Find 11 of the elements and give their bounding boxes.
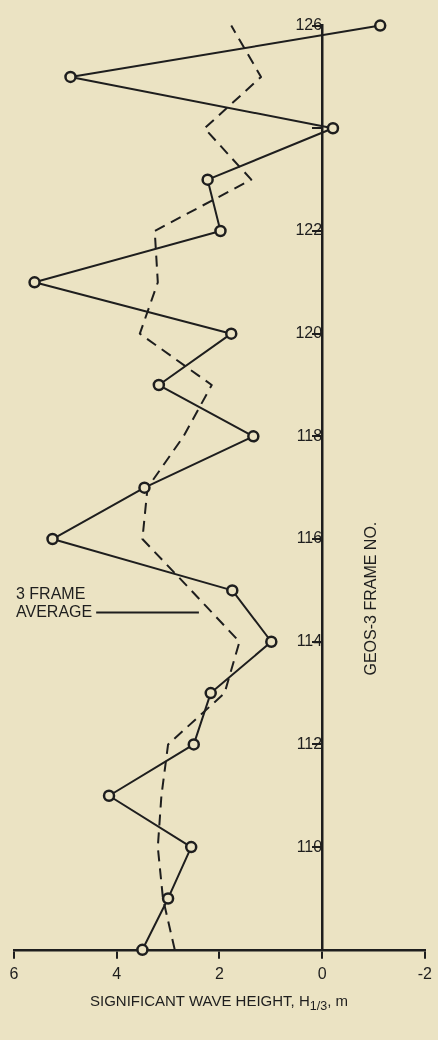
x-tick-label: 4 <box>112 964 122 982</box>
y-tick-label: 122 <box>295 221 323 239</box>
x-tick-label: 6 <box>9 964 19 982</box>
x-axis-title: SIGNIFICANT WAVE HEIGHT, H$_{1/3}$, m <box>89 992 349 1013</box>
x-tick-label: 0 <box>317 964 327 982</box>
y-axis-title: GEOS-3 FRAME NO. <box>361 521 379 676</box>
x-tick-label: 2 <box>214 964 224 982</box>
annotation: 3 FRAME AVERAGE <box>16 584 93 620</box>
x-tick-label: -2 <box>417 964 433 982</box>
y-tick-label: 112 <box>296 734 323 752</box>
y-tick-label: 110 <box>296 837 323 855</box>
